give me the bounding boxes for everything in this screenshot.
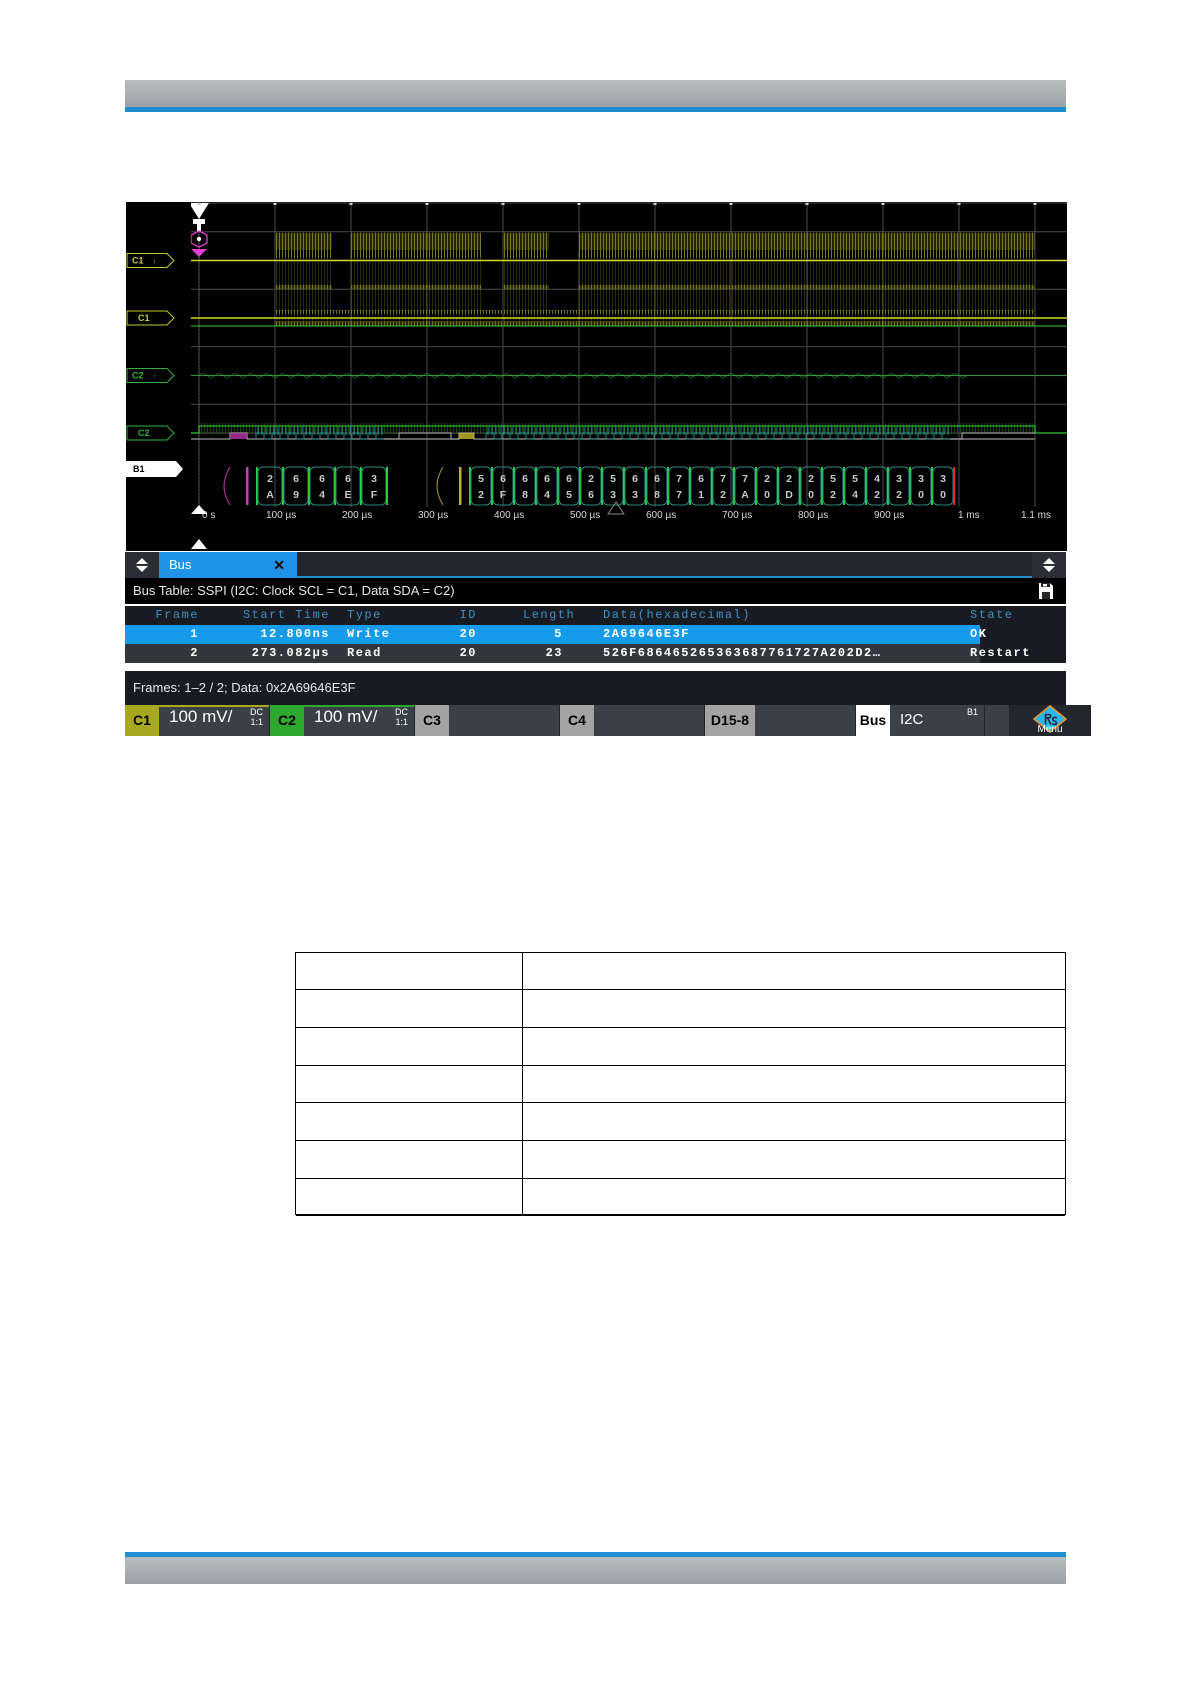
svg-text:700 µs: 700 µs: [722, 510, 752, 521]
svg-text:3: 3: [896, 473, 902, 485]
svg-text:6: 6: [566, 473, 572, 485]
svg-text:2: 2: [830, 489, 836, 501]
svg-text:2: 2: [808, 473, 814, 485]
svg-text:800 µs: 800 µs: [798, 510, 828, 521]
svg-text:5: 5: [610, 473, 616, 485]
svg-text:5: 5: [830, 473, 836, 485]
svg-text:4: 4: [544, 489, 550, 501]
svg-text:F: F: [371, 489, 378, 501]
svg-text:7: 7: [720, 473, 726, 485]
svg-text:4: 4: [852, 489, 858, 501]
svg-text:2: 2: [588, 473, 594, 485]
svg-text:0: 0: [940, 489, 946, 501]
svg-text:4: 4: [319, 489, 325, 501]
svg-text:5: 5: [852, 473, 858, 485]
svg-text:C2: C2: [138, 428, 150, 438]
svg-text:B1: B1: [133, 464, 145, 474]
svg-text:A: A: [266, 489, 274, 501]
svg-text:600 µs: 600 µs: [646, 510, 676, 521]
svg-text:6: 6: [588, 489, 594, 501]
svg-text:↑: ↑: [153, 259, 157, 266]
svg-text:7: 7: [742, 473, 748, 485]
svg-text:3: 3: [610, 489, 616, 501]
svg-text:C1: C1: [132, 256, 144, 266]
svg-text:6: 6: [500, 473, 506, 485]
svg-text:F: F: [500, 489, 507, 501]
svg-text:3: 3: [632, 489, 638, 501]
svg-text:4: 4: [874, 473, 880, 485]
svg-text:0: 0: [808, 489, 814, 501]
svg-text:1: 1: [698, 489, 704, 501]
svg-text:3: 3: [940, 473, 946, 485]
svg-text:A: A: [741, 489, 749, 501]
svg-text:900 µs: 900 µs: [874, 510, 904, 521]
svg-text:1.1 ms: 1.1 ms: [1021, 510, 1051, 521]
svg-text:E: E: [344, 489, 351, 501]
svg-text:6: 6: [293, 473, 299, 485]
svg-text:6: 6: [544, 473, 550, 485]
svg-text:200 µs: 200 µs: [342, 510, 372, 521]
svg-text:9: 9: [293, 489, 299, 501]
svg-text:0: 0: [764, 489, 770, 501]
svg-text:300 µs: 300 µs: [418, 510, 448, 521]
svg-text:6: 6: [632, 473, 638, 485]
svg-text:2: 2: [764, 473, 770, 485]
svg-text:6: 6: [522, 473, 528, 485]
svg-text:6: 6: [319, 473, 325, 485]
svg-text:0: 0: [918, 489, 924, 501]
svg-text:8: 8: [522, 489, 528, 501]
svg-text:C1: C1: [138, 313, 150, 323]
svg-text:2: 2: [267, 473, 273, 485]
svg-text:5: 5: [566, 489, 572, 501]
svg-text:2: 2: [874, 489, 880, 501]
svg-text:3: 3: [918, 473, 924, 485]
svg-text:D: D: [785, 489, 793, 501]
svg-text:2: 2: [478, 489, 484, 501]
svg-text:100 µs: 100 µs: [266, 510, 296, 521]
svg-text:500 µs: 500 µs: [570, 510, 600, 521]
svg-text:8: 8: [654, 489, 660, 501]
svg-text:2: 2: [896, 489, 902, 501]
svg-text:2: 2: [720, 489, 726, 501]
svg-text:5: 5: [478, 473, 484, 485]
svg-text:2: 2: [786, 473, 792, 485]
svg-text:7: 7: [676, 473, 682, 485]
svg-text:6: 6: [698, 473, 704, 485]
svg-text:C2: C2: [132, 371, 144, 381]
svg-text:6: 6: [345, 473, 351, 485]
svg-text:400 µs: 400 µs: [494, 510, 524, 521]
svg-text:1 ms: 1 ms: [958, 510, 980, 521]
svg-text:6: 6: [654, 473, 660, 485]
svg-text:3: 3: [371, 473, 377, 485]
svg-text:↑: ↑: [153, 374, 157, 381]
svg-text:7: 7: [676, 489, 682, 501]
